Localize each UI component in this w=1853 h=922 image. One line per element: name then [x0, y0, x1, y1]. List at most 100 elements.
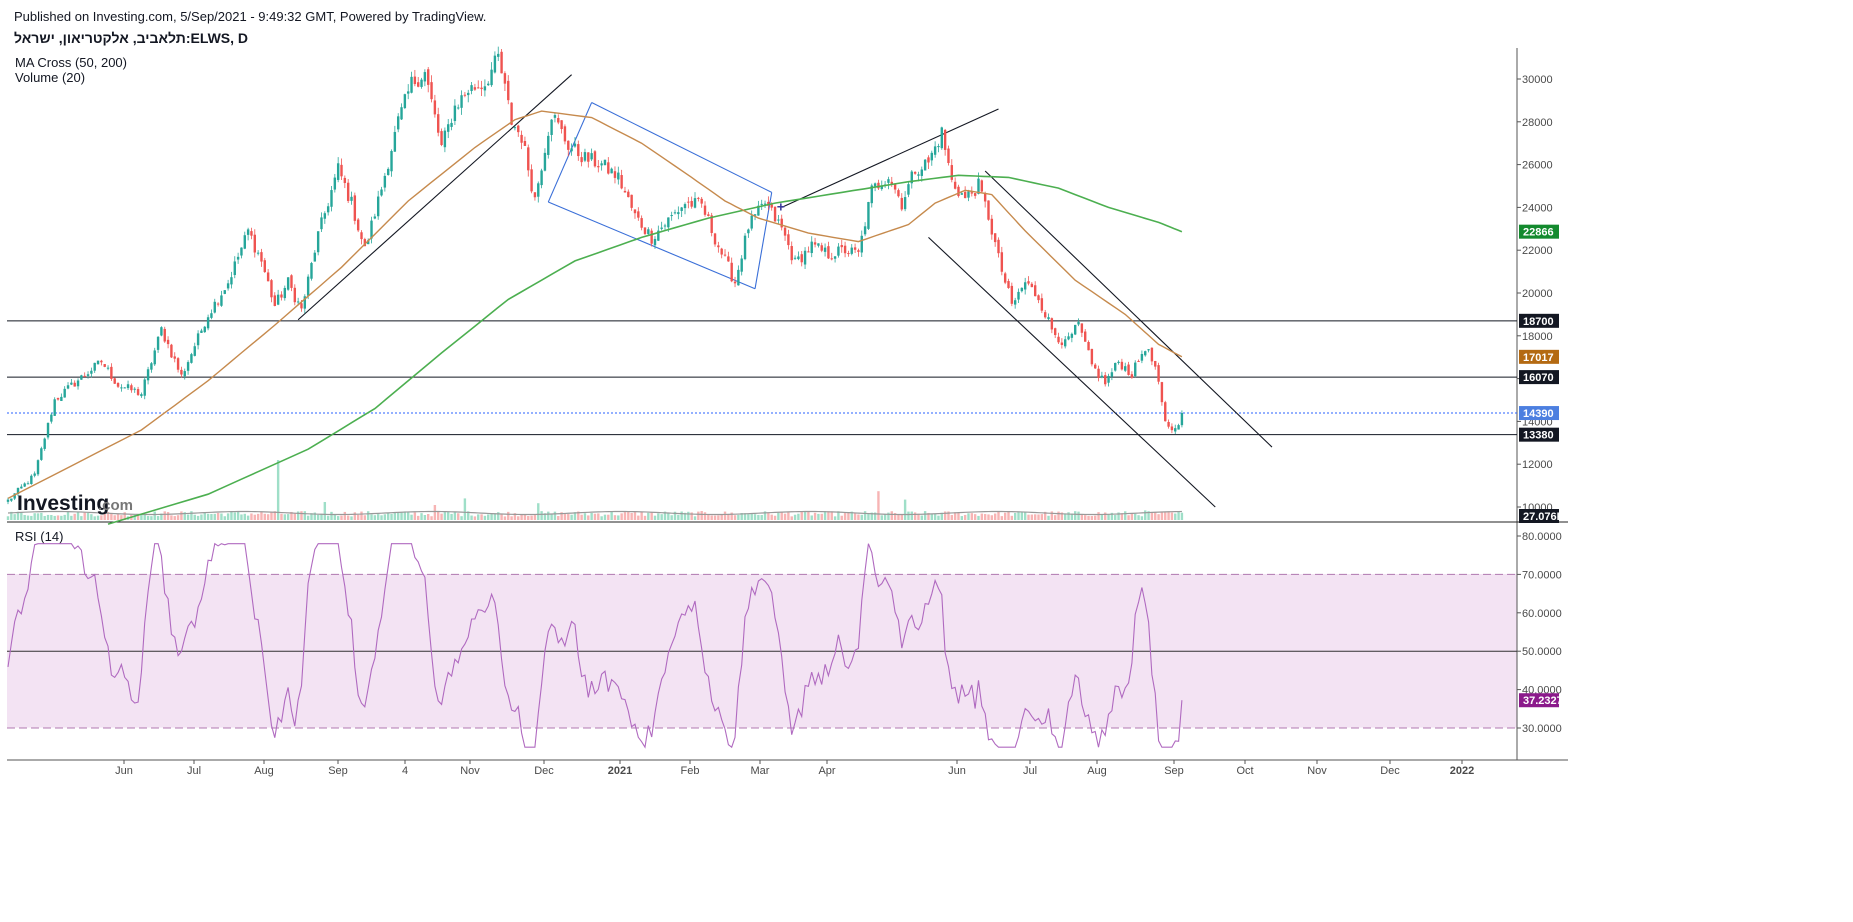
candle-body [270, 280, 273, 298]
candle-body [1050, 318, 1054, 330]
candle-body [356, 219, 360, 231]
volume-bar [156, 515, 160, 520]
volume-bar [620, 513, 623, 520]
candle-body [313, 252, 317, 262]
volume-bar [390, 513, 393, 520]
candle-body [1084, 331, 1087, 342]
volume-bar [940, 512, 943, 520]
volume-bar [627, 511, 630, 520]
channel-upper [591, 102, 772, 193]
candle-body [70, 382, 73, 385]
candle-body [697, 197, 700, 199]
candle-body [487, 83, 490, 86]
candle-body [1174, 428, 1177, 432]
candle-body [120, 387, 123, 389]
volume-bar [597, 513, 600, 520]
candle-body [83, 375, 86, 377]
price-badge-bg [1519, 313, 1559, 328]
volume-bar [386, 512, 390, 520]
volume-bar [660, 514, 663, 520]
candle-body [587, 152, 590, 162]
volume-bar [993, 513, 997, 520]
candle-body [830, 258, 833, 260]
volume-bar [657, 513, 660, 520]
candle-body [40, 448, 43, 460]
candle-body [1097, 368, 1100, 378]
volume-bar [46, 514, 50, 520]
candle-body [1160, 382, 1164, 403]
candle-body [857, 250, 860, 252]
volume-bar [803, 511, 807, 520]
volume-bar [76, 511, 80, 520]
volume-bar [760, 515, 763, 520]
candle-body [1150, 347, 1154, 362]
candle-body [840, 245, 843, 248]
candle-body [220, 295, 223, 306]
candle-body [213, 301, 216, 313]
candle-body [316, 231, 320, 253]
candle-body [206, 317, 210, 329]
volume-bar [463, 498, 467, 520]
candle-body [917, 174, 920, 176]
volume-bar [93, 516, 96, 520]
volume-bar [897, 514, 900, 520]
volume-bar [1097, 512, 1100, 520]
volume-bar [963, 514, 967, 520]
volume-bar [290, 511, 293, 520]
candle-body [350, 196, 353, 201]
volume-bar [650, 512, 653, 520]
candle-body [623, 190, 627, 193]
candle-body [540, 170, 543, 186]
candle-body [783, 227, 787, 236]
volume-bar [900, 514, 903, 520]
candle-body [910, 171, 913, 184]
rsi-label[interactable]: RSI (14) [15, 529, 64, 544]
volume-bar [547, 511, 550, 520]
volume-bar [330, 511, 333, 520]
candle-body [843, 245, 847, 254]
volume-bar [403, 511, 407, 520]
volume-bar [373, 515, 377, 520]
candle-body [583, 152, 587, 161]
candle-body [627, 191, 630, 198]
published-caption: Published on Investing.com, 5/Sep/2021 -… [14, 9, 487, 24]
volume-bar [583, 513, 587, 520]
volume-bar [530, 515, 533, 520]
volume-bar [316, 514, 320, 520]
candle-body [30, 475, 33, 485]
candle-body [960, 193, 964, 195]
candle-body [173, 356, 176, 359]
candle-body [33, 473, 36, 476]
volume-bar [1007, 511, 1010, 520]
volume-bar [810, 515, 813, 520]
volume-label[interactable]: Volume (20) [15, 70, 86, 85]
candle-body [113, 378, 116, 384]
candle-body [133, 388, 136, 390]
candle-body [1047, 317, 1050, 320]
volume-bar [437, 511, 440, 520]
volume-bar [203, 512, 206, 520]
volume-bar [497, 512, 500, 520]
candle-body [977, 178, 980, 194]
candle-body [877, 182, 880, 189]
volume-bar [1117, 512, 1120, 520]
volume-bar [50, 514, 53, 520]
volume-bar [190, 511, 193, 520]
volume-bar [33, 513, 36, 520]
candle-body [63, 388, 66, 398]
candle-body [810, 241, 813, 254]
volume-bar [136, 514, 140, 520]
candle-body [1130, 374, 1134, 378]
candle-body [1023, 282, 1027, 290]
volume-bar [890, 511, 893, 520]
candle-body [553, 115, 557, 118]
candle-body [186, 362, 190, 371]
volume-bar [623, 512, 627, 520]
candle-body [1134, 362, 1137, 377]
volume-bar [557, 516, 560, 520]
volume-bar [590, 512, 593, 520]
ma-cross-label[interactable]: MA Cross (50, 200) [15, 55, 127, 70]
volume-bar [166, 512, 170, 520]
candle-body [303, 296, 307, 309]
